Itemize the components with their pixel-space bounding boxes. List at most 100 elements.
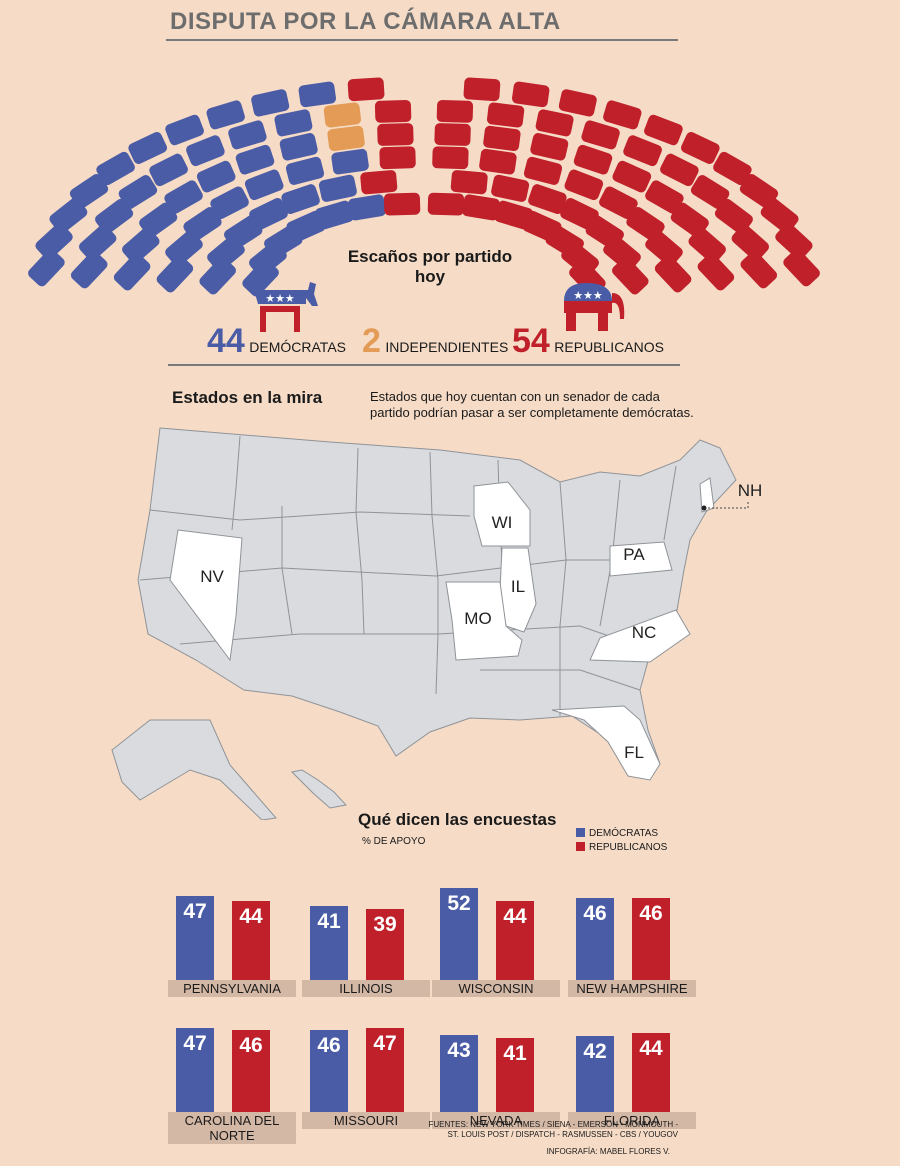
svg-text:★★★: ★★★	[573, 290, 603, 302]
seat	[298, 81, 337, 108]
seat	[183, 207, 222, 242]
seat	[210, 186, 249, 220]
seat	[274, 109, 313, 137]
independents-number: 2	[362, 322, 381, 360]
seat	[612, 160, 652, 193]
bar-democrats: 43	[440, 1034, 478, 1112]
seat	[244, 169, 284, 201]
seat	[560, 198, 599, 231]
seat	[432, 146, 469, 170]
state-label-nv: NV	[200, 567, 224, 586]
pennsylvania-shape	[609, 541, 673, 577]
map-description: Estados que hoy cuentan con un senador d…	[370, 389, 694, 420]
senate-hemicycle	[28, 77, 820, 297]
bar-value-label: 47	[183, 900, 207, 924]
section-divider	[168, 364, 680, 366]
seat	[654, 255, 692, 293]
bar-value-label: 46	[317, 1033, 341, 1057]
seat	[186, 135, 225, 167]
seat	[535, 109, 574, 137]
polls-title: Qué dicen las encuestas	[358, 810, 557, 829]
bar-value-label: 43	[447, 1038, 471, 1062]
seat	[573, 144, 613, 175]
elephant-icon: ★★★	[564, 283, 625, 331]
seat	[483, 125, 521, 152]
seat	[196, 160, 236, 193]
bar-value-label: 46	[639, 901, 663, 925]
seat	[660, 153, 699, 187]
seat	[599, 186, 638, 220]
seat	[427, 192, 465, 216]
bar-republicans: 44	[496, 900, 534, 980]
seat	[235, 144, 275, 175]
democrats-count: 44 DEMÓCRATAS	[207, 322, 346, 361]
seat	[360, 170, 398, 195]
bar-value-label: 41	[503, 1041, 527, 1065]
seat	[775, 223, 813, 260]
bar-value-label: 46	[583, 901, 607, 925]
bar-value-label: 44	[503, 904, 527, 928]
bar-value-label: 47	[373, 1032, 397, 1056]
seat	[95, 198, 134, 234]
seat	[740, 251, 778, 289]
seat	[623, 135, 662, 167]
seat	[70, 251, 108, 289]
legend-rep-swatch	[576, 842, 585, 851]
us-states-base	[111, 427, 737, 820]
nevada-shape	[169, 529, 243, 662]
state-label-nh: NH	[738, 481, 763, 500]
seat	[377, 123, 414, 146]
bar-democrats: 42	[576, 1036, 614, 1112]
seat	[327, 125, 365, 152]
bar-democrats: 46	[576, 897, 614, 980]
state-labels: NV WI IL MO PA NC FL NH	[200, 481, 762, 762]
state-name-label: PENNSYLVANIA	[168, 980, 296, 997]
seat	[688, 227, 726, 264]
seat	[434, 123, 471, 146]
seat	[286, 210, 326, 243]
state-name-label: NEW HAMPSHIRE	[568, 980, 696, 997]
republicans-number: 54	[512, 322, 550, 360]
donkey-icon: ★★★	[254, 282, 318, 332]
state-name-label: FLORIDA	[568, 1112, 696, 1129]
polls-subtitle: % DE APOYO	[362, 836, 426, 847]
poll-group: 46 47 MISSOURI	[302, 1012, 430, 1129]
missouri-shape	[445, 581, 523, 661]
state-label-nc: NC	[632, 623, 657, 642]
credit: INFOGRAFÍA: MABEL FLORES V.	[546, 1147, 670, 1156]
state-label-mo: MO	[464, 609, 491, 628]
state-name-label: MISSOURI	[302, 1112, 430, 1129]
bar-democrats: 47	[176, 1028, 214, 1112]
seat	[739, 173, 779, 209]
poll-group: 42 44 FLORIDA	[568, 1012, 696, 1129]
seat	[139, 202, 178, 238]
seat	[645, 230, 683, 267]
bar-republicans: 46	[632, 897, 670, 980]
seats-label: Escaños por partido hoy	[347, 247, 513, 286]
bar-value-label: 46	[239, 1033, 263, 1057]
sources: FUENTES: NEW YORK TIMES / SIENA - EMERSO…	[428, 1120, 679, 1139]
seat	[69, 173, 109, 209]
seat	[494, 200, 533, 230]
seat	[612, 257, 649, 295]
bar-republicans: 44	[632, 1032, 670, 1112]
seat	[224, 215, 263, 250]
poll-group: 46 46 NEW HAMPSHIRE	[568, 880, 696, 997]
bar-democrats: 46	[310, 1029, 348, 1112]
seat	[644, 114, 683, 146]
seat	[680, 132, 720, 164]
seat	[645, 180, 684, 214]
state-label-fl: FL	[624, 743, 644, 762]
title-divider	[166, 39, 678, 41]
seat	[118, 175, 158, 209]
bar-republicans: 39	[366, 909, 404, 980]
seat	[113, 253, 151, 291]
seat	[285, 156, 325, 185]
seat	[28, 249, 65, 287]
seat	[462, 194, 500, 221]
target-states	[169, 477, 715, 781]
independents-count: 2 INDEPENDIENTES	[362, 322, 508, 361]
seat	[315, 200, 354, 230]
svg-text:★★★: ★★★	[265, 293, 295, 305]
seat	[251, 89, 290, 117]
